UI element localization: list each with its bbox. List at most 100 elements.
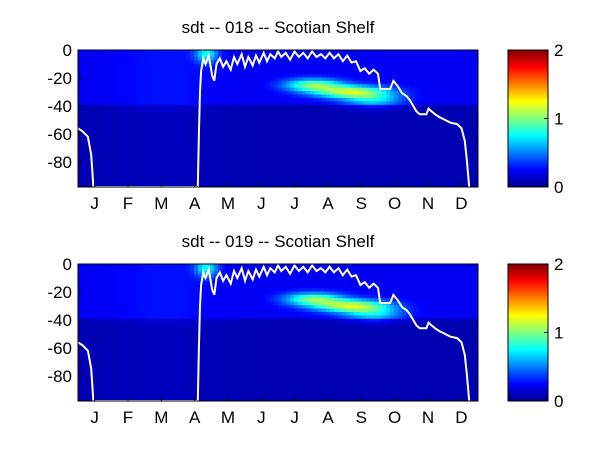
heatmap-cell [134, 118, 139, 123]
heatmap-cell [454, 166, 459, 171]
heatmap-cell [138, 77, 143, 82]
heatmap-cell [158, 180, 163, 185]
heatmap-cell [178, 173, 183, 178]
heatmap-cell [170, 101, 175, 106]
heatmap-cell [210, 166, 215, 171]
heatmap-cell [458, 91, 463, 96]
heatmap-cell [110, 180, 115, 185]
heatmap-cell [474, 149, 478, 154]
heatmap-cell [438, 166, 443, 171]
heatmap-cell [126, 305, 131, 310]
heatmap-cell [214, 80, 219, 85]
heatmap-cell [206, 70, 211, 75]
heatmap-cell [430, 108, 435, 113]
heatmap-cell [194, 176, 199, 181]
heatmap-cell [342, 125, 347, 130]
heatmap-cell [346, 108, 351, 113]
heatmap-cell [138, 156, 143, 161]
heatmap-cell [294, 84, 299, 89]
heatmap-cell [338, 115, 343, 120]
heatmap-cell [418, 128, 423, 133]
heatmap-cell [390, 142, 395, 147]
heatmap-cell [178, 91, 183, 96]
heatmap-cell [98, 97, 103, 102]
heatmap-cell [354, 56, 359, 61]
heatmap-cell [346, 152, 351, 157]
heatmap-cell [310, 87, 315, 92]
heatmap-cell [122, 394, 127, 399]
heatmap-cell [466, 149, 471, 154]
heatmap-cell [226, 111, 231, 116]
heatmap-cell [422, 180, 427, 185]
heatmap-cell [130, 169, 135, 174]
heatmap-cell [426, 84, 431, 89]
heatmap-cell [362, 169, 367, 174]
heatmap-cell [342, 84, 347, 89]
heatmap-cell [158, 359, 163, 364]
heatmap-cell [106, 50, 111, 55]
heatmap-cell [442, 173, 447, 178]
heatmap-cell [102, 373, 107, 378]
heatmap-cell [158, 270, 163, 275]
heatmap-cell [118, 270, 123, 275]
colorbar [507, 49, 549, 188]
heatmap-cell [174, 56, 179, 61]
heatmap-cell [146, 142, 151, 147]
heatmap-cell [210, 132, 215, 137]
heatmap-cell [254, 50, 259, 55]
heatmap-cell [462, 183, 467, 187]
heatmap-cell [466, 139, 471, 144]
heatmap-cell [302, 128, 307, 133]
heatmap-cell [386, 50, 391, 55]
heatmap-cell [158, 315, 163, 320]
heatmap-cell [114, 339, 119, 344]
heatmap-cell [422, 145, 427, 150]
heatmap-cell [430, 180, 435, 185]
heatmap-cell [362, 53, 367, 58]
heatmap-cell [358, 159, 363, 164]
heatmap-cell [146, 315, 151, 320]
heatmap-cell [98, 298, 103, 303]
heatmap-cell [266, 125, 271, 130]
heatmap-cell [330, 60, 335, 65]
heatmap-cell [122, 315, 127, 320]
heatmap-cell [374, 149, 379, 154]
heatmap-cell [342, 173, 347, 178]
heatmap-cell [82, 87, 87, 92]
heatmap-cell [290, 159, 295, 164]
heatmap-cell [466, 84, 471, 89]
heatmap-cell [94, 356, 99, 361]
heatmap-cell [346, 149, 351, 154]
heatmap-cell [318, 94, 323, 99]
heatmap-cell [166, 101, 171, 106]
heatmap-cell [138, 53, 143, 58]
heatmap-cell [150, 156, 155, 161]
heatmap-cell [386, 156, 391, 161]
heatmap-cell [278, 169, 283, 174]
heatmap-cell [202, 77, 207, 82]
heatmap-cell [370, 180, 375, 185]
heatmap-cell [266, 73, 271, 78]
heatmap-cell [146, 108, 151, 113]
heatmap-cell [186, 115, 191, 120]
heatmap-cell [438, 135, 443, 140]
heatmap-cell [114, 104, 119, 109]
heatmap-cell [314, 63, 319, 68]
heatmap-cell [462, 73, 467, 78]
heatmap-cell [294, 169, 299, 174]
heatmap-cell [82, 176, 87, 181]
heatmap-cell [170, 291, 175, 296]
heatmap-cell [190, 183, 195, 187]
heatmap-cell [114, 50, 119, 55]
heatmap-cell [170, 356, 175, 361]
heatmap-cell [194, 163, 199, 168]
heatmap-cell [326, 115, 331, 120]
heatmap-cell [462, 60, 467, 65]
heatmap-cell [454, 108, 459, 113]
heatmap-cell [342, 50, 347, 55]
heatmap-cell [426, 50, 431, 55]
heatmap-cell [398, 176, 403, 181]
heatmap-cell [362, 183, 367, 187]
heatmap-cell [86, 380, 91, 385]
heatmap-cell [250, 183, 255, 187]
